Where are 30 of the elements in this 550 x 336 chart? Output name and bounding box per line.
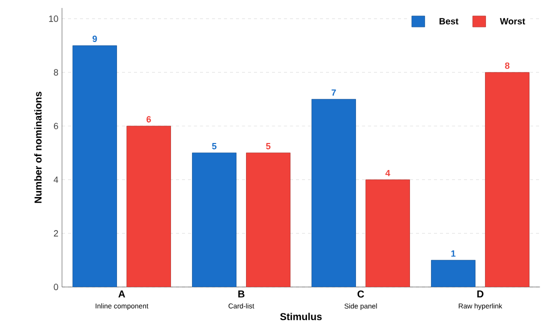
y-axis-title: Number of nominations <box>34 92 42 203</box>
y-tick-label: 2 <box>54 230 58 236</box>
x-tick-label: A <box>118 290 126 298</box>
legend-label: Worst <box>500 18 526 24</box>
data-label: 5 <box>212 143 216 150</box>
x-tick-label: B <box>238 290 244 298</box>
bar <box>485 72 530 287</box>
y-tick-label: 4 <box>54 176 58 183</box>
data-label: 7 <box>332 89 336 96</box>
data-label: 4 <box>385 170 390 176</box>
data-label: 5 <box>266 143 270 150</box>
bar <box>126 126 171 287</box>
data-label: 6 <box>146 116 151 122</box>
y-tick-label: 0 <box>54 284 58 290</box>
bar <box>431 260 476 287</box>
x-tick-label: D <box>477 290 484 298</box>
bar <box>312 99 356 287</box>
x-axis-title: Stimulus <box>280 312 322 320</box>
bar <box>192 152 236 287</box>
bar <box>246 152 290 287</box>
data-label: 1 <box>451 250 456 257</box>
y-tick-label: 8 <box>54 69 58 76</box>
data-label: 9 <box>92 36 97 42</box>
legend-label: Best <box>440 18 458 24</box>
y-tick-label: 10 <box>49 16 58 22</box>
x-tick-label: C <box>358 290 364 298</box>
bar <box>72 45 117 287</box>
data-label: 8 <box>505 62 510 69</box>
bar <box>366 179 410 287</box>
y-tick-label: 6 <box>54 122 58 130</box>
